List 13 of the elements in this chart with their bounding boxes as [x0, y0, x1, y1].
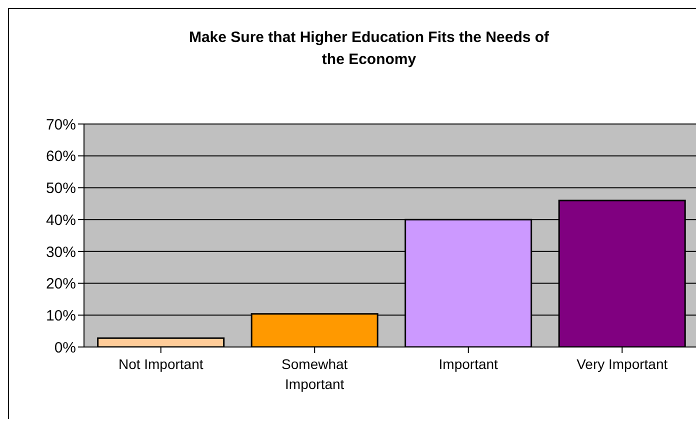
y-tick-label: 10%: [46, 307, 76, 324]
y-tick-label: 30%: [46, 244, 76, 261]
y-tick-label: 50%: [46, 180, 76, 198]
y-tick-label: 0%: [54, 339, 76, 356]
y-tick-label: 40%: [46, 212, 76, 229]
x-tick-label: Important: [438, 356, 498, 372]
x-tick-label: Somewhat Important: [282, 356, 348, 392]
y-tick-label: 20%: [46, 276, 76, 293]
chart-title: Make Sure that Higher Education Fits the Needs of the Economy: [188, 28, 550, 70]
x-tick-label: Not Important: [118, 356, 204, 372]
y-tick-label: 70%: [46, 116, 76, 134]
y-tick-label: 60%: [46, 148, 76, 166]
x-tick-label: Very Important: [576, 356, 668, 372]
